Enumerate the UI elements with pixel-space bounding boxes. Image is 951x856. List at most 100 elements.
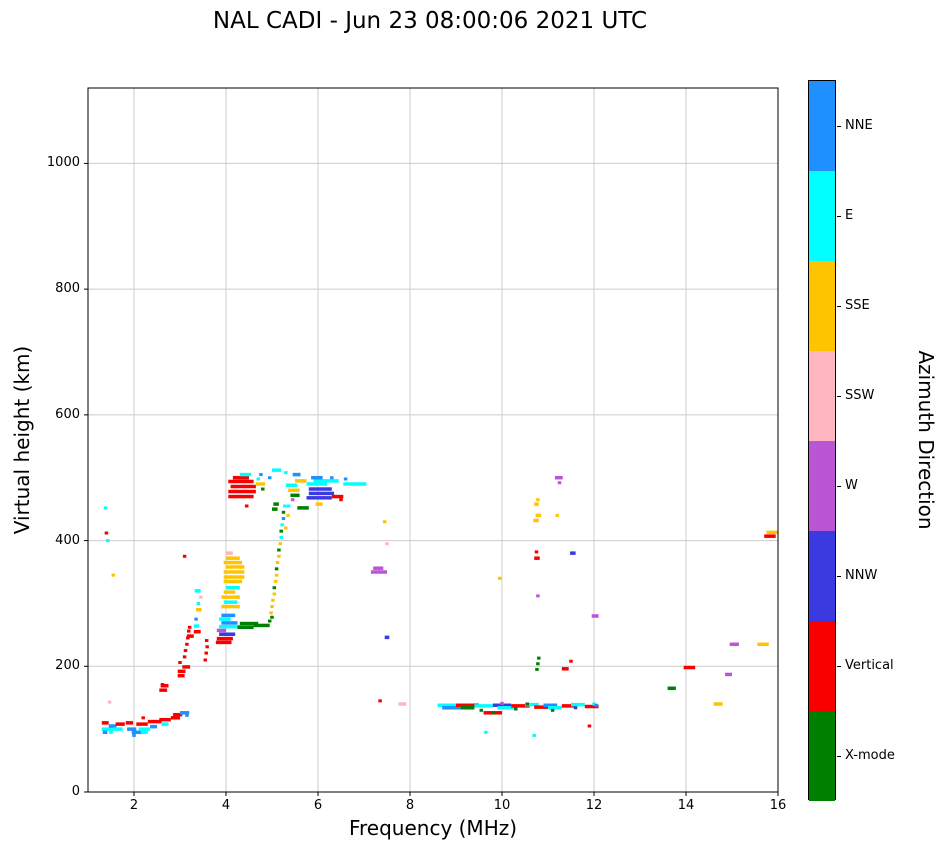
y-tick-label: 200	[55, 658, 80, 674]
echo-point	[536, 662, 540, 666]
echo-segment	[237, 625, 254, 630]
echo-segment	[180, 711, 190, 715]
echo-point	[196, 601, 201, 605]
echo-point	[274, 567, 279, 571]
echo-segment	[223, 575, 245, 579]
echo-segment	[285, 483, 298, 488]
echo-segment	[230, 484, 256, 489]
echo-segment	[460, 706, 475, 710]
echo-point	[270, 605, 274, 609]
echo-segment	[219, 617, 231, 621]
x-tick-label: 8	[405, 798, 415, 813]
echo-segment	[308, 491, 335, 496]
echo-segment	[311, 475, 323, 480]
echo-point	[160, 683, 165, 687]
legend-tick	[837, 486, 841, 487]
echo-segment	[173, 712, 183, 717]
echo-segment	[373, 566, 384, 570]
echo-segment	[533, 518, 539, 523]
echo-segment	[343, 482, 367, 486]
echo-segment	[125, 721, 134, 725]
echo-segment	[223, 570, 245, 574]
y-tick-label: 800	[55, 281, 80, 297]
legend-label-ssw: SSW	[845, 388, 875, 403]
legend-segment-nne	[809, 81, 835, 171]
echo-segment	[437, 703, 456, 708]
echo-point	[272, 592, 277, 596]
echo-segment	[221, 595, 240, 599]
echo-point	[267, 619, 272, 623]
echo-segment	[570, 551, 576, 555]
x-tick-label: 14	[677, 798, 695, 813]
echo-point	[497, 576, 502, 580]
echo-point	[185, 642, 189, 646]
echo-point	[286, 504, 291, 508]
echo-point	[259, 473, 263, 477]
echo-segment	[683, 665, 696, 670]
echo-point	[275, 561, 280, 565]
echo-segment	[272, 507, 278, 511]
echo-point	[534, 550, 539, 554]
echo-segment	[223, 590, 236, 594]
echo-segment	[226, 565, 245, 569]
echo-point	[587, 724, 592, 728]
legend-label-nnw: NNW	[845, 568, 878, 583]
x-tick-label: 10	[493, 798, 511, 813]
echo-point	[573, 706, 578, 710]
echo-point	[280, 523, 284, 527]
echo-point	[261, 487, 265, 491]
echo-segment	[497, 706, 516, 710]
echo-point	[290, 498, 295, 502]
echo-segment	[766, 530, 778, 535]
echo-point	[479, 708, 484, 712]
y-tick-label: 600	[55, 406, 80, 422]
echo-segment	[534, 705, 548, 709]
echo-segment	[534, 556, 540, 560]
echo-segment	[194, 589, 201, 593]
legend-tick	[837, 576, 841, 577]
echo-segment	[239, 472, 252, 477]
echo-segment	[384, 635, 390, 640]
echo-point	[500, 701, 504, 705]
echo-point	[106, 539, 110, 543]
echo-segment	[226, 551, 233, 555]
y-tick-label: 400	[55, 532, 80, 548]
echo-point	[198, 595, 203, 599]
echo-segment	[571, 702, 585, 707]
echo-point	[284, 471, 288, 475]
legend-label-sse: SSE	[845, 298, 870, 313]
chart-title: NAL CADI - Jun 23 08:00:06 2021 UTC	[212, 8, 648, 34]
echo-segment	[223, 600, 238, 604]
echo-point	[279, 529, 283, 533]
echo-segment	[221, 604, 240, 609]
legend-label-e: E	[845, 208, 854, 223]
echo-point	[183, 649, 188, 653]
echo-point	[382, 520, 387, 524]
echo-point	[536, 498, 540, 502]
y-tick-label: 1000	[46, 155, 80, 171]
echo-point	[277, 554, 281, 558]
echo-segment	[306, 482, 328, 486]
echo-point	[104, 531, 109, 535]
echo-point	[491, 711, 495, 715]
echo-point	[194, 617, 198, 621]
echo-point	[281, 510, 286, 514]
echo-point	[385, 542, 389, 546]
legend-segment-nnw	[809, 531, 835, 621]
colorbar-label: Azimuth Direction	[914, 350, 938, 530]
echo-segment	[308, 487, 332, 491]
echo-segment	[177, 669, 186, 674]
echo-point	[537, 656, 541, 660]
x-tick-label: 12	[585, 798, 603, 813]
echo-segment	[511, 704, 530, 708]
echo-segment	[182, 665, 191, 669]
echo-point	[274, 573, 279, 577]
echo-point	[109, 730, 113, 734]
echo-segment	[226, 556, 240, 560]
echo-segment	[764, 534, 776, 538]
echo-point	[279, 535, 283, 539]
x-tick-label: 4	[221, 798, 231, 813]
echo-segment	[160, 684, 169, 688]
echo-point	[269, 611, 273, 615]
